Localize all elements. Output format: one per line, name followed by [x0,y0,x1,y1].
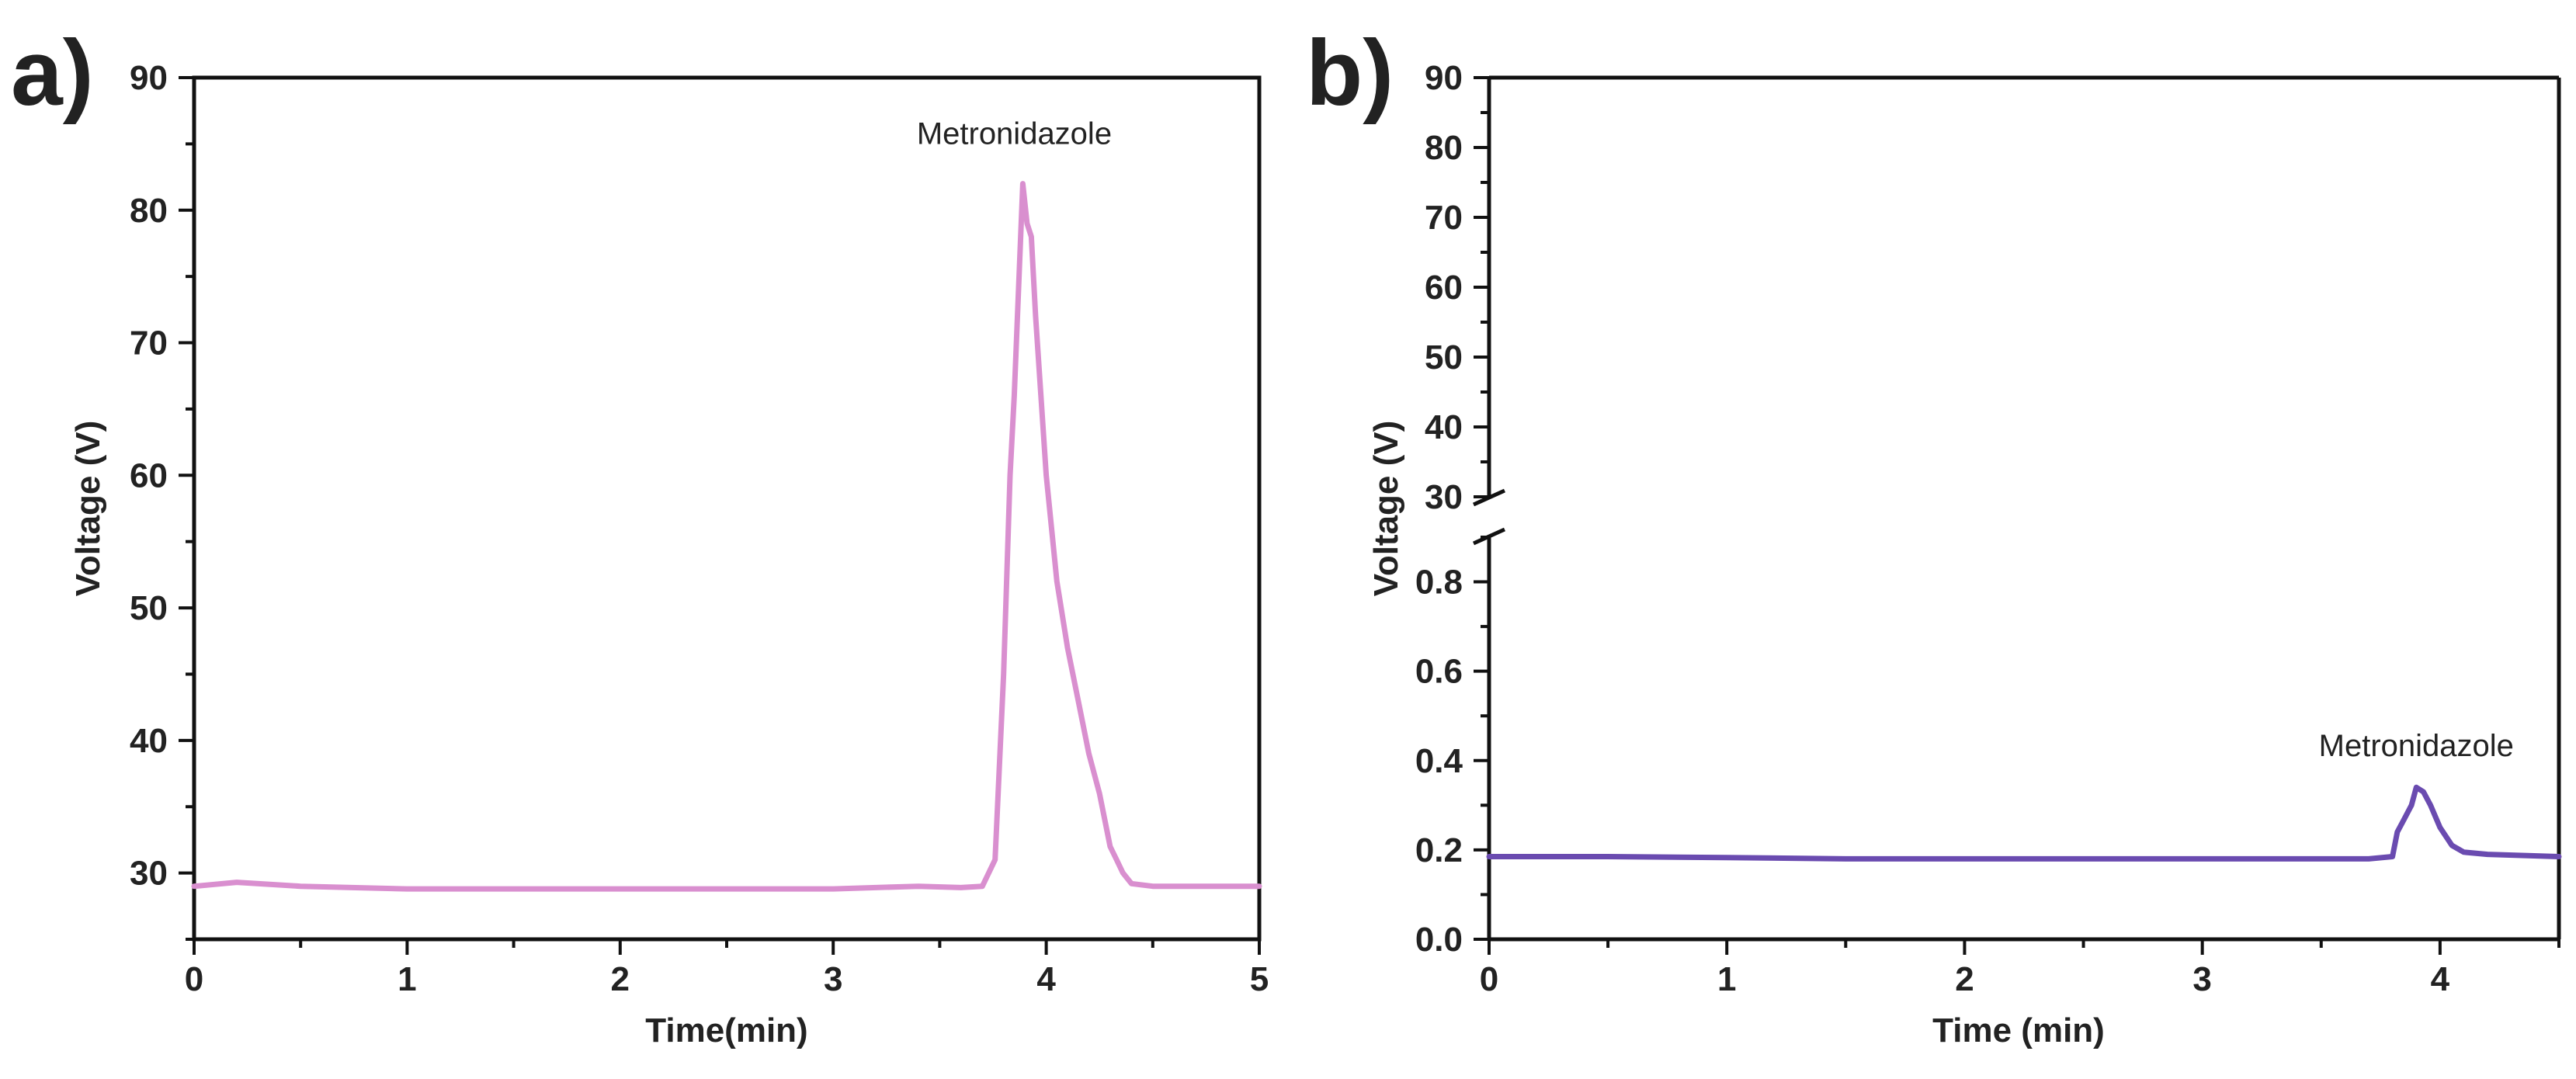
panel-a-y-tick-label: 40 [130,722,168,760]
panel-a-y-tick-label: 80 [130,192,168,230]
panel-b-x-tick-label: 0 [1480,960,1498,998]
panel-b-x-tick-label: 3 [2192,960,2211,998]
panel-a-y-tick-label: 90 [130,59,168,97]
panel-a-x-axis-title: Time(min) [645,1011,807,1050]
panel-b-y-upper-tick-label: 50 [1425,338,1463,376]
panel-a-series-line [191,181,1262,892]
panel-b-y-upper-tick-label: 70 [1425,199,1463,237]
panel-b-x-axis-title: Time (min) [1932,1011,2105,1050]
panel-a-x-tick-label: 4 [1036,960,1056,998]
panel-b-y-upper-tick-label: 80 [1425,129,1463,167]
panel-b-x-ticks: 0 1 2 3 4 [1480,939,2560,998]
panel-a-chart: a) 0 1 2 3 4 5 30 40 50 60 70 80 90 Metronidazole T… [11,21,1269,1050]
panel-a-x-tick-label: 5 [1250,960,1269,998]
panel-b-y-axis-title: Voltage (V) [1367,421,1405,597]
panel-b-y-ticks-upper: 30 40 50 60 70 80 90 [1425,59,1489,516]
panel-b-y-lower-tick-label: 0.0 [1415,921,1463,959]
panel-a-y-ticks: 30 40 50 60 70 80 90 [130,59,194,941]
panel-a-y-axis-title: Voltage (V) [69,421,107,597]
panel-a-x-ticks: 0 1 2 3 4 5 [185,939,1269,998]
panel-a-x-tick-label: 1 [398,960,416,998]
panel-b-y-upper-tick-label: 60 [1425,269,1463,307]
panel-b-label: b) [1306,21,1394,125]
panel-a-y-tick-label: 70 [130,324,168,363]
panel-a-y-tick-label: 30 [130,855,168,893]
panel-b-peak-annotation: Metronidazole [2319,729,2514,763]
panel-b-y-upper-tick-label: 90 [1425,59,1463,97]
panel-a-label: a) [11,21,94,125]
panel-b-y-lower-tick-label: 0.2 [1415,831,1463,869]
panel-b-y-lower-tick-label: 0.6 [1415,653,1463,691]
panel-a-y-tick-label: 60 [130,456,168,494]
panel-b-x-tick-label: 1 [1717,960,1736,998]
panel-b-series-line [1486,784,2562,862]
panel-b-y-lower-tick-label: 0.4 [1415,742,1463,780]
panel-b-y-upper-tick-label: 30 [1425,478,1463,516]
panel-a-peak-annotation: Metronidazole [917,116,1112,151]
panel-a-x-tick-label: 2 [611,960,630,998]
panel-a-x-tick-label: 0 [185,960,203,998]
panel-a-x-tick-label: 3 [824,960,842,998]
panel-a-y-tick-label: 50 [130,589,168,627]
panel-a-plot-frame [192,75,1262,942]
panel-b-x-tick-label: 2 [1955,960,1974,998]
panel-b-y-ticks-lower: 0.0 0.2 0.4 0.6 0.8 [1415,536,1489,959]
panel-b-x-tick-label: 4 [2431,960,2450,998]
panel-b-y-lower-tick-label: 0.8 [1415,564,1463,602]
panel-b-axis-break-mark [1472,488,1506,546]
panel-b-y-upper-tick-label: 40 [1425,408,1463,446]
